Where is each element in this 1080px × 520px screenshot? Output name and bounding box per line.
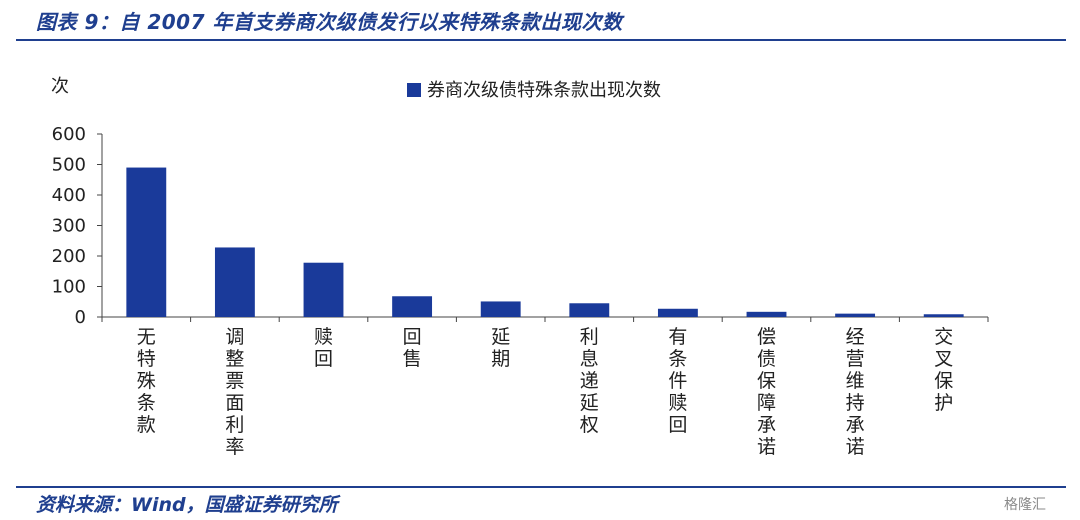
y-axis: 0 100 200 300 400 500 600 [52, 124, 103, 328]
bar-chart: 次 券商次级债特殊条款出现次数 0 100 200 300 400 500 600 无特殊条… [51, 76, 989, 458]
x-axis [101, 316, 989, 322]
x-tick-label: 延期 [491, 326, 510, 370]
y-tick-label: 400 [52, 185, 86, 206]
category-labels: 无特殊条款 调整票面利率 赎回 回售 延期 利息递延权 有条件赎回 偿债保障承诺 经营维持承诺 交… [137, 326, 953, 458]
watermark-logo: 格隆汇 [1004, 497, 1046, 513]
x-tick-label: 赎回 [314, 326, 333, 370]
x-tick-label: 经营维持承诺 [846, 326, 865, 458]
bar [303, 262, 344, 317]
x-tick-label: 交叉保护 [934, 326, 953, 414]
title-rule [16, 39, 1066, 41]
y-tick-label: 300 [52, 216, 86, 237]
x-tick-label: 调整票面利率 [225, 326, 244, 458]
y-tick-label: 600 [52, 124, 86, 145]
y-tick-label: 100 [52, 277, 86, 298]
bar [126, 167, 167, 317]
footer-rule [16, 486, 1066, 488]
bar [569, 303, 610, 317]
bar [657, 308, 698, 317]
x-tick-label: 利息递延权 [580, 326, 599, 436]
y-axis-label: 次 [51, 76, 69, 97]
bar [480, 301, 521, 317]
y-tick-label: 200 [52, 246, 86, 267]
bar [746, 311, 787, 317]
x-tick-label: 偿债保障承诺 [757, 326, 776, 458]
figure-title: 图表 9：自 2007 年首支券商次级债发行以来特殊条款出现次数 [36, 10, 623, 34]
x-tick-label: 回售 [403, 326, 422, 370]
bar [392, 296, 433, 317]
x-tick-label: 有条件赎回 [668, 326, 687, 436]
bar [923, 314, 964, 317]
x-tick-label: 无特殊条款 [137, 326, 156, 436]
bar [835, 313, 876, 317]
legend-swatch [407, 83, 421, 97]
source-note: 资料来源：Wind，国盛证券研究所 [36, 494, 338, 516]
y-tick-label: 0 [75, 307, 86, 328]
y-tick-label: 500 [52, 155, 86, 176]
legend-label: 券商次级债特殊条款出现次数 [427, 80, 661, 101]
bar [214, 247, 255, 317]
bar-series [126, 167, 964, 317]
legend: 券商次级债特殊条款出现次数 [407, 80, 661, 101]
